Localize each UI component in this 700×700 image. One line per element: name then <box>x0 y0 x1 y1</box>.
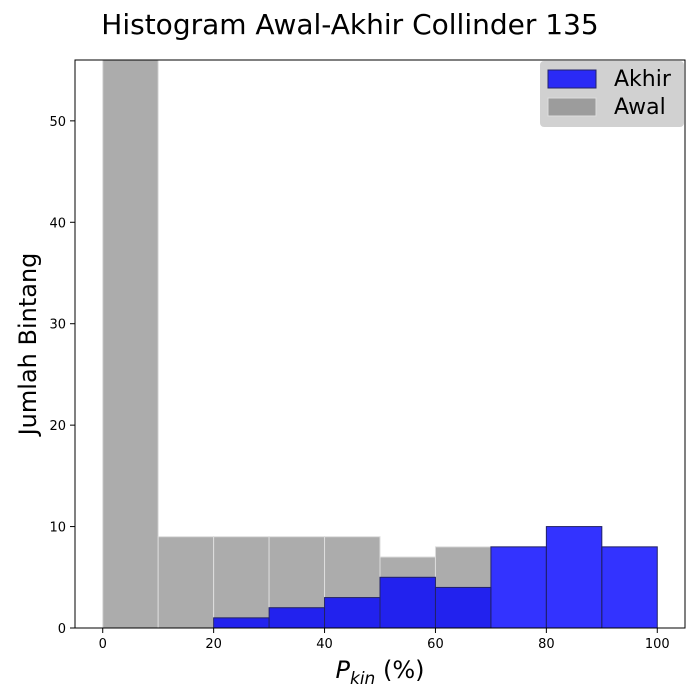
bar-akhir-70 <box>490 546 547 628</box>
x-tick-label: 100 <box>645 637 670 652</box>
y-tick-label: 30 <box>49 318 66 333</box>
x-axis-label: Pkin (%) <box>336 656 425 689</box>
y-tick-label: 0 <box>58 622 66 637</box>
y-tick-label: 10 <box>49 521 66 536</box>
legend-label-akhir: Akhir <box>614 67 672 92</box>
series-akhir <box>213 526 658 628</box>
bar-awal-20 <box>213 536 270 628</box>
chart-title: Histogram Awal-Akhir Collinder 135 <box>101 8 599 41</box>
y-axis: 0 10 20 30 40 50 <box>49 115 75 637</box>
y-tick-label: 50 <box>49 115 66 130</box>
legend-label-awal: Awal <box>614 95 666 120</box>
bar-awal-0 <box>102 60 159 628</box>
y-tick-label: 40 <box>49 216 66 231</box>
bar-akhir-20 <box>213 617 270 628</box>
bar-awal-10 <box>157 536 215 628</box>
series-awal <box>102 60 492 628</box>
bar-akhir-80 <box>545 526 603 628</box>
bar-akhir-30 <box>268 607 326 628</box>
bar-akhir-40 <box>324 597 381 628</box>
x-tick-label: 60 <box>427 637 444 652</box>
y-axis-label: Jumlah Bintang <box>14 253 42 438</box>
x-axis-label-sub: kin <box>350 669 375 689</box>
x-tick-label: 40 <box>316 637 333 652</box>
bar-akhir-60 <box>434 586 492 628</box>
bar-akhir-90 <box>601 546 658 628</box>
x-tick-label: 80 <box>538 637 555 652</box>
x-axis: 0 20 40 60 80 100 <box>99 628 670 652</box>
x-tick-label: 0 <box>99 637 107 652</box>
x-axis-label-main: P <box>336 656 351 684</box>
bar-akhir-50 <box>379 576 436 628</box>
legend-swatch-awal <box>547 97 597 117</box>
plot-frame <box>74 59 686 629</box>
legend-swatch-akhir <box>547 69 597 89</box>
legend: Akhir Awal <box>540 61 684 127</box>
x-tick-label: 20 <box>205 637 222 652</box>
x-axis-label-suffix: (%) <box>375 656 424 684</box>
y-tick-label: 20 <box>49 419 66 434</box>
